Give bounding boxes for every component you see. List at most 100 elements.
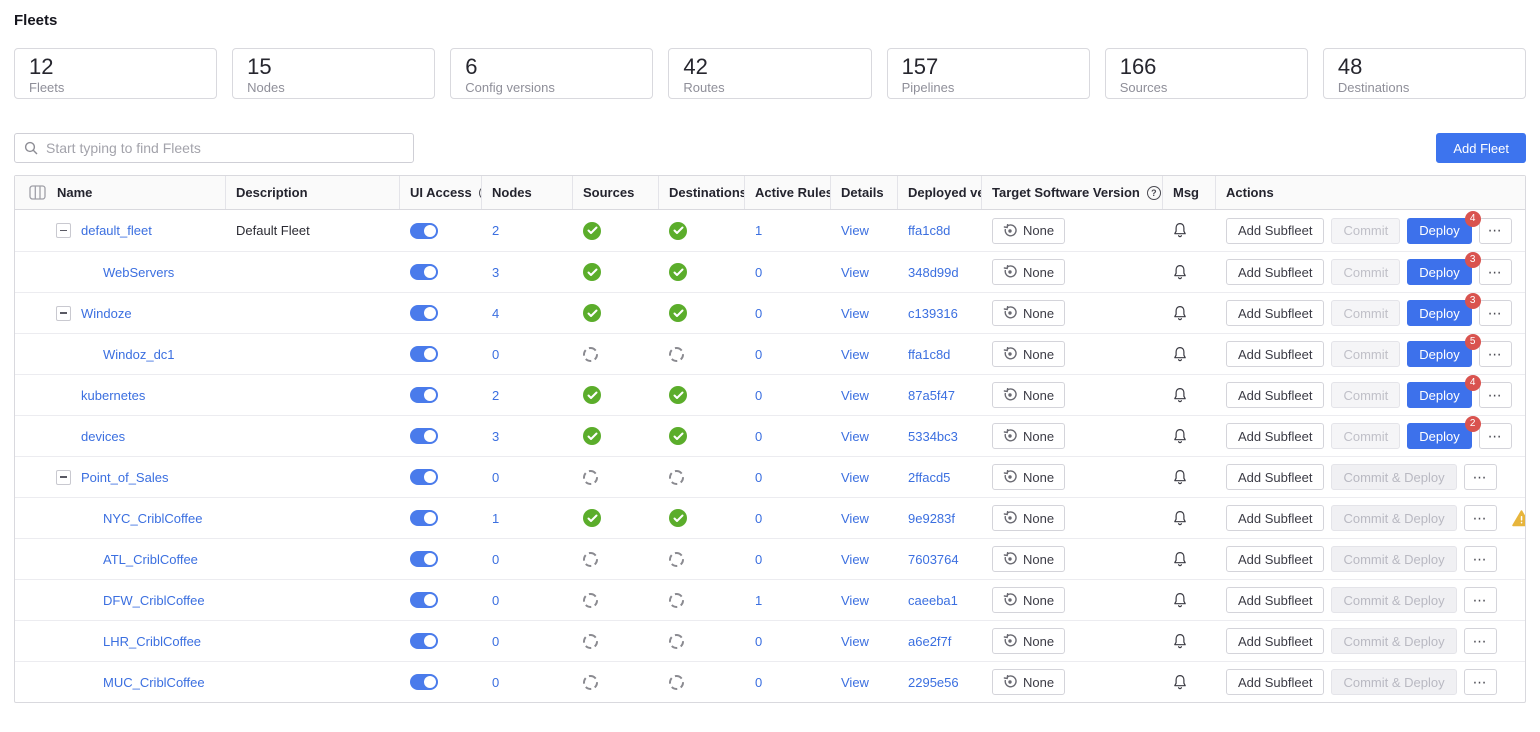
more-actions-button[interactable]: ⋯: [1479, 300, 1512, 326]
deployed-version-link[interactable]: ffa1c8d: [908, 223, 950, 238]
target-software-version-button[interactable]: None: [992, 341, 1065, 367]
target-software-version-button[interactable]: None: [992, 382, 1065, 408]
nodes-count-link[interactable]: 2: [492, 388, 499, 403]
commit-deploy-button[interactable]: Commit & Deploy: [1331, 628, 1456, 654]
target-software-version-button[interactable]: None: [992, 628, 1065, 654]
columns-settings-icon[interactable]: [29, 185, 46, 200]
details-view-link[interactable]: View: [841, 470, 869, 485]
more-actions-button[interactable]: ⋯: [1464, 628, 1497, 654]
nodes-count-link[interactable]: 0: [492, 675, 499, 690]
commit-deploy-button[interactable]: Commit & Deploy: [1331, 546, 1456, 572]
commit-deploy-button[interactable]: Commit & Deploy: [1331, 505, 1456, 531]
target-software-version-button[interactable]: None: [992, 259, 1065, 285]
details-view-link[interactable]: View: [841, 306, 869, 321]
add-subfleet-button[interactable]: Add Subfleet: [1226, 505, 1324, 531]
target-software-version-button[interactable]: None: [992, 505, 1065, 531]
add-subfleet-button[interactable]: Add Subfleet: [1226, 669, 1324, 695]
deployed-version-link[interactable]: caeeba1: [908, 593, 958, 608]
details-view-link[interactable]: View: [841, 634, 869, 649]
details-view-link[interactable]: View: [841, 675, 869, 690]
notifications-bell-icon[interactable]: [1173, 305, 1187, 322]
nodes-count-link[interactable]: 0: [492, 552, 499, 567]
active-rules-link[interactable]: 0: [755, 388, 762, 403]
deployed-version-link[interactable]: 2295e56: [908, 675, 959, 690]
more-actions-button[interactable]: ⋯: [1464, 669, 1497, 695]
target-software-version-button[interactable]: None: [992, 218, 1065, 244]
fleet-name-link[interactable]: Windoz_dc1: [103, 347, 175, 362]
fleet-name-link[interactable]: Windoze: [81, 306, 132, 321]
ui-access-toggle[interactable]: [410, 223, 438, 239]
add-subfleet-button[interactable]: Add Subfleet: [1226, 382, 1324, 408]
active-rules-link[interactable]: 1: [755, 593, 762, 608]
details-view-link[interactable]: View: [841, 265, 869, 280]
ui-access-toggle[interactable]: [410, 387, 438, 403]
notifications-bell-icon[interactable]: [1173, 551, 1187, 568]
ui-access-toggle[interactable]: [410, 592, 438, 608]
fleet-name-link[interactable]: default_fleet: [81, 223, 152, 238]
fleet-name-link[interactable]: NYC_CriblCoffee: [103, 511, 202, 526]
deploy-button[interactable]: Deploy: [1407, 300, 1471, 326]
notifications-bell-icon[interactable]: [1173, 264, 1187, 281]
details-view-link[interactable]: View: [841, 552, 869, 567]
nodes-count-link[interactable]: 0: [492, 634, 499, 649]
deployed-version-link[interactable]: 9e9283f: [908, 511, 955, 526]
notifications-bell-icon[interactable]: [1173, 633, 1187, 650]
target-software-version-button[interactable]: None: [992, 300, 1065, 326]
deployed-version-link[interactable]: 5334bc3: [908, 429, 958, 444]
active-rules-link[interactable]: 0: [755, 347, 762, 362]
fleet-name-link[interactable]: WebServers: [103, 265, 174, 280]
fleet-name-link[interactable]: DFW_CriblCoffee: [103, 593, 205, 608]
nodes-count-link[interactable]: 0: [492, 347, 499, 362]
active-rules-link[interactable]: 0: [755, 429, 762, 444]
add-subfleet-button[interactable]: Add Subfleet: [1226, 300, 1324, 326]
more-actions-button[interactable]: ⋯: [1464, 464, 1497, 490]
commit-deploy-button[interactable]: Commit & Deploy: [1331, 464, 1456, 490]
nodes-count-link[interactable]: 3: [492, 429, 499, 444]
ui-access-toggle[interactable]: [410, 305, 438, 321]
deployed-version-link[interactable]: 7603764: [908, 552, 959, 567]
ui-access-toggle[interactable]: [410, 428, 438, 444]
target-software-version-button[interactable]: None: [992, 464, 1065, 490]
details-view-link[interactable]: View: [841, 388, 869, 403]
ui-access-toggle[interactable]: [410, 551, 438, 567]
target-software-version-button[interactable]: None: [992, 423, 1065, 449]
active-rules-link[interactable]: 0: [755, 675, 762, 690]
deployed-version-link[interactable]: ffa1c8d: [908, 347, 950, 362]
collapse-row-button[interactable]: [56, 470, 71, 485]
more-actions-button[interactable]: ⋯: [1464, 505, 1497, 531]
details-view-link[interactable]: View: [841, 429, 869, 444]
add-subfleet-button[interactable]: Add Subfleet: [1226, 423, 1324, 449]
nodes-count-link[interactable]: 0: [492, 593, 499, 608]
active-rules-link[interactable]: 0: [755, 552, 762, 567]
target-software-version-button[interactable]: None: [992, 669, 1065, 695]
add-subfleet-button[interactable]: Add Subfleet: [1226, 218, 1324, 244]
notifications-bell-icon[interactable]: [1173, 428, 1187, 445]
search-input[interactable]: [14, 133, 414, 163]
commit-button[interactable]: Commit: [1331, 341, 1400, 367]
commit-deploy-button[interactable]: Commit & Deploy: [1331, 669, 1456, 695]
target-software-version-button[interactable]: None: [992, 546, 1065, 572]
details-view-link[interactable]: View: [841, 223, 869, 238]
commit-button[interactable]: Commit: [1331, 382, 1400, 408]
deploy-button[interactable]: Deploy: [1407, 341, 1471, 367]
nodes-count-link[interactable]: 1: [492, 511, 499, 526]
nodes-count-link[interactable]: 0: [492, 470, 499, 485]
fleet-name-link[interactable]: kubernetes: [81, 388, 145, 403]
fleet-name-link[interactable]: ATL_CriblCoffee: [103, 552, 198, 567]
deploy-button[interactable]: Deploy: [1407, 382, 1471, 408]
more-actions-button[interactable]: ⋯: [1479, 423, 1512, 449]
add-subfleet-button[interactable]: Add Subfleet: [1226, 341, 1324, 367]
ui-access-toggle[interactable]: [410, 510, 438, 526]
details-view-link[interactable]: View: [841, 593, 869, 608]
fleet-name-link[interactable]: devices: [81, 429, 125, 444]
notifications-bell-icon[interactable]: [1173, 469, 1187, 486]
deployed-version-link[interactable]: c139316: [908, 306, 958, 321]
add-subfleet-button[interactable]: Add Subfleet: [1226, 546, 1324, 572]
ui-access-toggle[interactable]: [410, 264, 438, 280]
details-view-link[interactable]: View: [841, 347, 869, 362]
more-actions-button[interactable]: ⋯: [1479, 218, 1512, 244]
details-view-link[interactable]: View: [841, 511, 869, 526]
add-subfleet-button[interactable]: Add Subfleet: [1226, 464, 1324, 490]
fleet-name-link[interactable]: Point_of_Sales: [81, 470, 168, 485]
deployed-version-link[interactable]: 348d99d: [908, 265, 959, 280]
